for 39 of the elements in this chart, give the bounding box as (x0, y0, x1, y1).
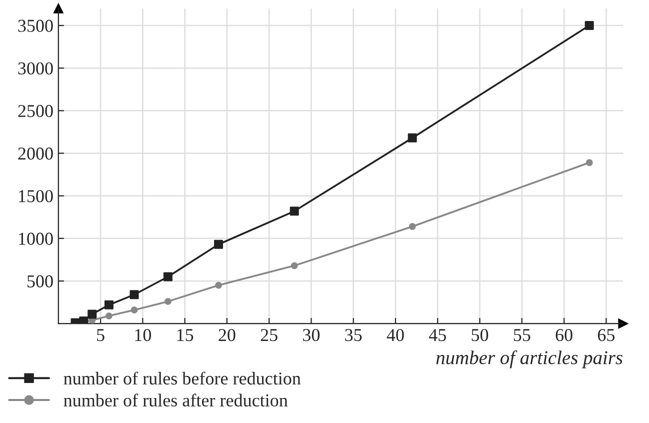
legend-label: number of rules before reduction (64, 372, 301, 385)
y-tick-label: 2500 (18, 104, 53, 118)
point (130, 290, 139, 300)
x-tick-label: 45 (428, 329, 446, 342)
point (106, 312, 112, 320)
x-tick-label: 20 (218, 328, 236, 342)
point (408, 223, 416, 230)
y-tick-label: 1500 (19, 190, 53, 202)
x-axis-title: number of articles pairs (436, 350, 622, 368)
x-tick-label: 40 (386, 328, 404, 342)
y-tick-label: 2000 (18, 148, 53, 160)
x-tick-label: 60 (556, 328, 572, 342)
x-tick-label: 50 (472, 328, 488, 342)
point (214, 240, 224, 249)
point (164, 298, 172, 305)
x-tick-label: 25 (260, 329, 278, 342)
x-tick-label: 65 (598, 329, 615, 342)
point (408, 133, 417, 142)
point (79, 316, 88, 324)
point (584, 20, 594, 30)
x-tick-label: 5 (97, 329, 104, 342)
point (88, 310, 97, 319)
y-tick-label: 1000 (19, 232, 53, 245)
y-tick-label: 3500 (18, 20, 53, 32)
x-tick-label: 30 (303, 328, 320, 342)
point (215, 282, 222, 289)
point (163, 272, 172, 282)
point (130, 306, 138, 314)
x-tick-label: 35 (345, 329, 362, 342)
x-tick-label: 10 (135, 328, 152, 342)
x-tick-label: 55 (514, 329, 530, 342)
y-tick-label: 3000 (18, 62, 53, 75)
point (586, 159, 593, 166)
point (104, 300, 114, 310)
point (290, 206, 299, 216)
legend-label: number of rules after reduction (64, 394, 288, 406)
point (290, 262, 298, 270)
x-tick-label: 15 (177, 329, 194, 342)
y-tick-label: 500 (28, 275, 53, 288)
